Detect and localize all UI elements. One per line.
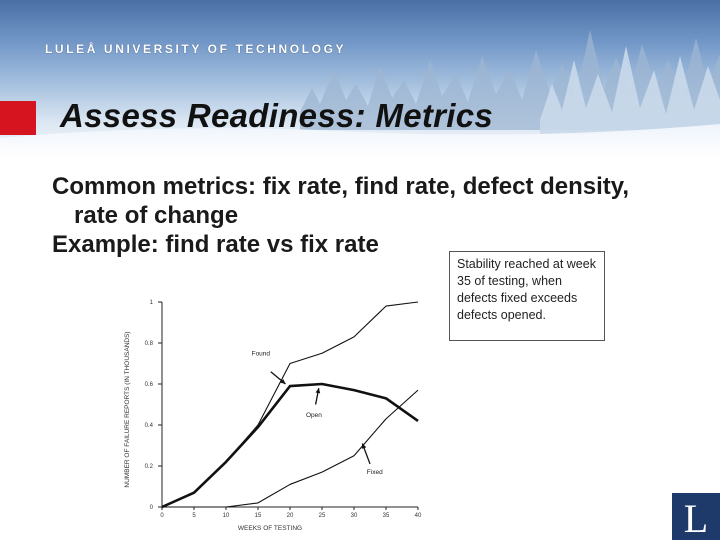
- x-tick-label: 20: [287, 513, 294, 519]
- y-axis-label: NUMBER OF FAILURE REPORTS (IN THOUSANDS): [124, 331, 131, 487]
- annotation-arrow-head: [361, 443, 367, 449]
- annotation-arrow-head: [280, 378, 286, 384]
- y-tick-label: 0.6: [145, 382, 154, 388]
- annotation-label-fixed: Fixed: [367, 469, 383, 476]
- bullet-item: Example: find rate vs fix rate: [52, 231, 379, 258]
- callout-box: Stability reached at week 35 of testing,…: [449, 251, 605, 341]
- accent-block: [0, 101, 36, 135]
- bullet-item: Common metrics: fix rate, find rate, def…: [52, 173, 630, 229]
- x-tick-label: 5: [192, 513, 196, 519]
- logo-letter: L: [683, 496, 709, 541]
- series-line-open: [161, 382, 419, 509]
- annotation-arrow-head: [315, 388, 321, 394]
- x-tick-label: 35: [383, 513, 390, 519]
- slide-title: Assess Readiness: Metrics: [60, 97, 494, 134]
- x-tick-label: 40: [415, 513, 422, 519]
- series-line-fixed: [162, 389, 419, 508]
- bullet-list: Common metrics: fix rate, find rate, def…: [52, 172, 654, 259]
- x-tick-label: 30: [351, 513, 358, 519]
- y-tick-label: 0.4: [145, 423, 154, 429]
- university-name: LULEÅ UNIVERSITY OF TECHNOLOGY: [45, 42, 347, 56]
- y-tick-label: 0.2: [145, 464, 154, 470]
- header-banner: LULEÅ UNIVERSITY OF TECHNOLOGY: [0, 0, 720, 158]
- annotation-label-open: Open: [306, 412, 322, 419]
- x-axis-label: WEEKS OF TESTING: [238, 525, 302, 532]
- x-tick-label: 25: [319, 513, 326, 519]
- winter-landscape-image: [0, 30, 720, 158]
- y-tick-label: 0: [150, 505, 154, 511]
- x-tick-label: 15: [255, 513, 262, 519]
- y-tick-label: 1: [150, 300, 154, 306]
- y-tick-label: 0.8: [145, 341, 154, 347]
- x-tick-label: 0: [160, 513, 164, 519]
- annotation-label-found: Found: [252, 350, 271, 357]
- x-tick-label: 10: [223, 513, 230, 519]
- series-line-found: [161, 301, 419, 508]
- university-logo: L: [672, 493, 720, 541]
